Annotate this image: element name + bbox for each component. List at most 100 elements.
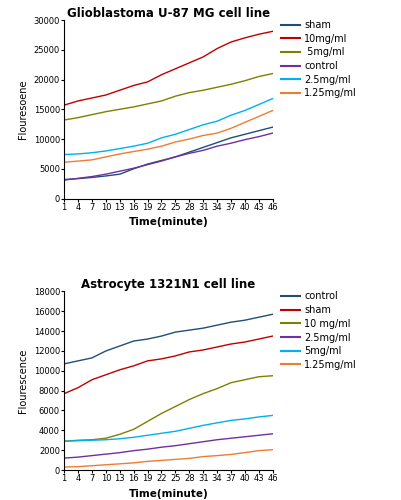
 5mg/ml — [215, 84, 219, 90]
Line: 1.25mg/ml: 1.25mg/ml — [64, 450, 273, 467]
1.25mg/ml — [117, 461, 122, 467]
Line: 5mg/ml: 5mg/ml — [64, 416, 273, 441]
2.5mg/ml — [159, 444, 164, 450]
2.5mg/ml — [256, 102, 261, 107]
10 mg/ml — [229, 380, 233, 386]
1.25mg/ml — [89, 157, 94, 163]
2.5mg/ml — [117, 146, 122, 152]
 5mg/ml — [159, 98, 164, 104]
Title: Glioblastoma U-87 MG cell line: Glioblastoma U-87 MG cell line — [67, 7, 270, 20]
Line: 1.25mg/ml: 1.25mg/ml — [64, 110, 273, 162]
control — [89, 355, 94, 361]
control — [270, 311, 275, 317]
5mg/ml — [243, 416, 247, 422]
control — [243, 317, 247, 323]
sham — [243, 339, 247, 345]
Line: control: control — [64, 133, 273, 180]
10 mg/ml — [173, 404, 178, 409]
2.5mg/ml — [243, 108, 247, 114]
2.5mg/ml — [215, 436, 219, 442]
Line: 2.5mg/ml: 2.5mg/ml — [64, 434, 273, 458]
sham — [103, 173, 108, 179]
2.5mg/ml — [103, 148, 108, 154]
sham — [117, 367, 122, 373]
2.5mg/ml — [201, 122, 206, 128]
sham — [256, 336, 261, 342]
control — [256, 314, 261, 320]
10 mg/ml — [131, 426, 136, 432]
1.25mg/ml — [103, 462, 108, 468]
sham — [159, 158, 164, 164]
10 mg/ml — [270, 373, 275, 379]
1.25mg/ml — [229, 126, 233, 132]
2.5mg/ml — [89, 150, 94, 156]
 5mg/ml — [187, 90, 192, 96]
2.5mg/ml — [270, 96, 275, 102]
10 mg/ml — [62, 438, 67, 444]
control — [256, 134, 261, 140]
10mg/ml — [89, 95, 94, 101]
2.5mg/ml — [62, 152, 67, 158]
X-axis label: Time(minute): Time(minute) — [129, 218, 208, 228]
5mg/ml — [187, 426, 192, 432]
sham — [145, 358, 150, 364]
10 mg/ml — [76, 437, 81, 443]
 5mg/ml — [270, 70, 275, 76]
Line: sham: sham — [64, 127, 273, 180]
control — [131, 338, 136, 344]
1.25mg/ml — [89, 462, 94, 468]
control — [103, 348, 108, 354]
1.25mg/ml — [173, 456, 178, 462]
5mg/ml — [159, 430, 164, 436]
2.5mg/ml — [76, 151, 81, 157]
10mg/ml — [187, 60, 192, 66]
sham — [131, 166, 136, 172]
control — [131, 165, 136, 171]
 5mg/ml — [201, 87, 206, 93]
 5mg/ml — [229, 82, 233, 87]
1.25mg/ml — [243, 450, 247, 456]
1.25mg/ml — [215, 452, 219, 458]
1.25mg/ml — [117, 151, 122, 157]
5mg/ml — [256, 414, 261, 420]
5mg/ml — [270, 412, 275, 418]
1.25mg/ml — [270, 446, 275, 452]
10 mg/ml — [187, 396, 192, 402]
10mg/ml — [76, 98, 81, 104]
Line: 10mg/ml: 10mg/ml — [64, 32, 273, 105]
 5mg/ml — [173, 93, 178, 99]
 5mg/ml — [131, 104, 136, 110]
1.25mg/ml — [256, 448, 261, 454]
10mg/ml — [62, 102, 67, 108]
2.5mg/ml — [145, 446, 150, 452]
sham — [201, 347, 206, 353]
Line: 2.5mg/ml: 2.5mg/ml — [64, 98, 273, 154]
10 mg/ml — [103, 436, 108, 442]
10mg/ml — [173, 66, 178, 72]
sham — [270, 124, 275, 130]
X-axis label: Time(minute): Time(minute) — [129, 488, 208, 498]
1.25mg/ml — [187, 136, 192, 142]
Line: 10 mg/ml: 10 mg/ml — [64, 376, 273, 441]
2.5mg/ml — [89, 452, 94, 458]
sham — [173, 154, 178, 160]
2.5mg/ml — [131, 143, 136, 149]
control — [229, 319, 233, 325]
control — [117, 343, 122, 349]
sham — [89, 376, 94, 382]
Line: sham: sham — [64, 336, 273, 394]
2.5mg/ml — [187, 440, 192, 446]
2.5mg/ml — [215, 118, 219, 124]
control — [103, 171, 108, 177]
1.25mg/ml — [201, 454, 206, 460]
2.5mg/ml — [229, 112, 233, 118]
control — [187, 327, 192, 333]
10mg/ml — [159, 72, 164, 78]
1.25mg/ml — [62, 160, 67, 166]
sham — [229, 341, 233, 347]
control — [270, 130, 275, 136]
10mg/ml — [103, 92, 108, 98]
5mg/ml — [229, 418, 233, 424]
10 mg/ml — [89, 436, 94, 442]
1.25mg/ml — [173, 139, 178, 145]
